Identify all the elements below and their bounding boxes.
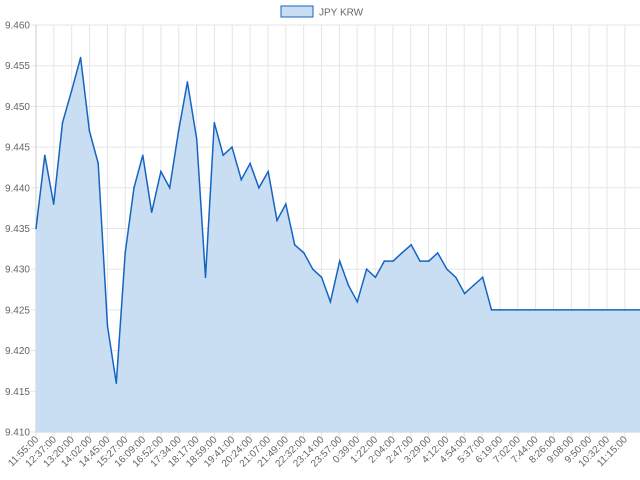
y-axis-ticks: 9.460 9.455 9.450 9.445 9.440 9.435 9.430 9.425… [5, 21, 30, 439]
series-area [35, 56, 640, 432]
data-point [293, 243, 296, 246]
data-point [35, 227, 37, 230]
series-fill [36, 57, 640, 432]
data-point [97, 162, 100, 165]
data-point [177, 130, 180, 132]
data-point [436, 252, 439, 254]
data-point [44, 154, 46, 157]
data-point [356, 300, 359, 303]
data-point [79, 56, 82, 59]
data-point [240, 178, 243, 181]
data-point [463, 292, 466, 295]
data-point [446, 268, 448, 271]
data-point [410, 243, 412, 246]
data-point [142, 154, 144, 157]
data-point [186, 81, 189, 83]
y-tick-label: 9.445 [5, 143, 30, 154]
x-axis-ticks: 11:55:0012:37:0013:20:0014:02:0014:45:00… [6, 434, 630, 470]
y-tick-label: 9.455 [5, 61, 30, 72]
data-point [320, 276, 323, 279]
data-point [499, 309, 502, 311]
data-point [428, 260, 430, 262]
data-point [150, 211, 153, 214]
y-tick-label: 9.460 [5, 21, 30, 32]
data-point [106, 325, 109, 327]
data-point [454, 276, 457, 279]
legend-swatch[interactable] [280, 5, 314, 18]
data-point [347, 284, 350, 287]
data-point [392, 260, 394, 262]
data-point [195, 138, 198, 140]
data-point [311, 268, 314, 271]
data-point [285, 203, 287, 205]
y-tick-label: 9.435 [5, 224, 30, 235]
data-point [160, 170, 162, 173]
data-point [258, 187, 260, 189]
legend-label[interactable]: JPY KRW [319, 8, 364, 19]
data-point [419, 260, 421, 262]
data-point [213, 121, 216, 124]
y-tick-label: 9.450 [5, 102, 30, 113]
data-point [124, 252, 126, 254]
data-point [249, 162, 251, 165]
data-point [303, 252, 305, 254]
data-point [231, 146, 233, 148]
y-tick-label: 9.415 [5, 387, 30, 398]
data-point [133, 187, 135, 189]
data-point [222, 154, 224, 157]
y-tick-label: 9.420 [5, 346, 30, 357]
data-point [383, 260, 386, 262]
data-point [624, 309, 626, 311]
data-point [88, 130, 91, 132]
y-tick-label: 9.440 [5, 183, 30, 194]
data-point [490, 309, 493, 311]
data-point [374, 276, 377, 279]
data-point [472, 284, 475, 287]
data-point [52, 203, 55, 205]
data-point [168, 187, 171, 189]
data-point [276, 219, 278, 222]
data-point [401, 252, 403, 254]
data-point [61, 121, 64, 124]
legend[interactable]: JPY KRW [280, 5, 364, 19]
data-point [329, 300, 332, 303]
data-point [115, 382, 118, 384]
data-point [481, 276, 484, 279]
data-point [70, 89, 73, 91]
y-tick-label: 9.410 [5, 428, 30, 439]
data-point [365, 268, 368, 271]
data-point [267, 170, 269, 173]
y-tick-label: 9.425 [5, 305, 30, 316]
y-tick-label: 9.430 [5, 265, 30, 276]
data-point [204, 276, 207, 279]
data-point [338, 260, 341, 262]
